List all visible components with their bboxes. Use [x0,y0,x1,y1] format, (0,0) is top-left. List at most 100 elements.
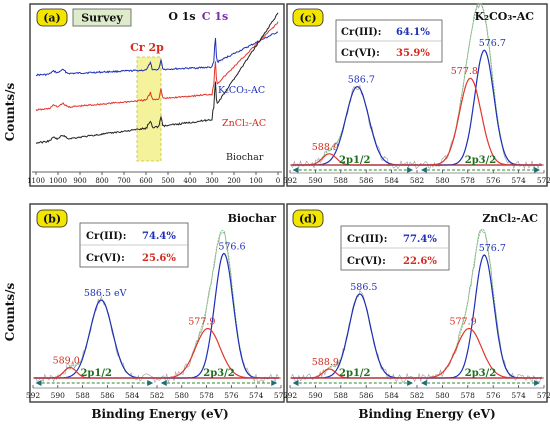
x-tick-label: 572 [537,176,550,185]
x-tick-label: 576 [486,391,501,400]
x-tick-label: 582 [410,391,425,400]
peak-label: 576.7 [479,243,506,254]
survey-x-tick-label: 600 [139,177,152,185]
x-tick-label: 580 [175,391,190,400]
x-tick-label: 582 [150,391,165,400]
x-tick-label: 582 [410,176,425,185]
x-tick-label: 586 [359,391,374,400]
x-tick-label: 574 [511,176,526,185]
panel-c-cr6-value: 35.9% [396,48,430,59]
x-tick-label: 592 [283,176,298,185]
x-tick-label: 590 [308,391,323,400]
survey-x-tick-label: 200 [227,177,240,185]
survey-x-tick-label: 800 [95,177,108,185]
peak-label: 577.9 [188,317,215,328]
doublet-label-2p32: 2p3/2 [465,155,497,166]
survey-x-tick-label: 400 [183,177,196,185]
panel-d-title: ZnCl₂-AC [482,212,538,225]
x-tick-label: 590 [51,391,66,400]
panel-d-cr3-label: Cr(III): [347,234,387,245]
panel-d-cr6-value: 22.6% [403,256,437,267]
panel-b-cr6-value: 25.6% [142,253,176,264]
x-tick-label: 584 [125,391,140,400]
x-tick-label: 576 [486,176,501,185]
x-tick-label: 578 [461,176,476,185]
panel-c-cr3-value: 64.1% [396,27,430,38]
panel-c-badge-label: (c) [299,12,316,25]
panel-d-badge-label: (d) [299,213,317,226]
survey-x-tick-label: 500 [161,177,174,185]
panel-d-zncl2: 586.5 588.9 576.7 577.9 2p1/2 2p3/2 592 590 588 5… [283,203,550,403]
peak-label: 588.9 [312,142,339,153]
panel-d-cr6-label: Cr(VI): [347,256,386,267]
doublet-label-2p32: 2p3/2 [203,368,235,379]
x-tick-label: 572 [537,391,550,400]
panel-b-cr3-label: Cr(III): [86,231,126,242]
peak-label: 577.8 [451,66,478,77]
legend-zncl2: ZnCl₂-AC [222,118,266,129]
x-tick-label: 588 [334,176,349,185]
panel-a-survey: 1100 1000 900 800 700 600 500 400 300 200 100 0 (a)… [27,3,285,187]
survey-title: Survey [81,12,123,25]
cr2p-label: Cr 2p [130,41,164,54]
doublet-label-2p12: 2p1/2 [339,155,371,166]
survey-line [36,31,279,77]
doublet-label-2p12: 2p1/2 [80,368,112,379]
legend-k2co3: K₂CO₃-AC [218,85,265,96]
x-tick-label: 584 [384,391,399,400]
panel-b-title: Biochar [228,212,277,225]
cr2p-highlight-region [136,56,162,162]
panel-b-badge [36,209,68,228]
x-axis-label-right: Binding Energy (eV) [358,407,495,421]
x-tick-label: 584 [384,176,399,185]
x-tick-label: 590 [308,176,323,185]
c1s-label: C 1s [202,10,228,23]
y-axis-label-bottom: Counts/s [3,283,17,342]
peak-label: 586.5 [350,282,377,293]
panel-c-title: K₂CO₃-AC [475,10,535,23]
x-tick-label: 588 [334,391,349,400]
x-tick-label: 578 [461,391,476,400]
x-tick-label: 586 [100,391,115,400]
peak-label: 586.5 eV [84,288,127,299]
panel-c-badge [292,8,324,27]
panel-c-k2co3: 586.7 588.9 576.7 577.8 2p1/2 2p3/2 592 590 588 5… [283,2,550,187]
panel-c-cr3-label: Cr(III): [341,27,381,38]
peak-label: 589.0 [53,356,80,367]
survey-x-tick-label: 900 [73,177,86,185]
x-tick-label: 586 [359,176,374,185]
x-tick-label: 592 [26,391,41,400]
x-tick-label: 572 [274,391,289,400]
survey-line [35,21,279,112]
survey-x-tick-label: 700 [117,177,130,185]
raw-spectrum [291,229,542,383]
survey-x-tick-label: 1000 [49,177,67,185]
x-axis-label-left: Binding Energy (eV) [91,407,228,421]
y-axis-label-top: Counts/s [3,83,17,142]
survey-x-tick-label: 100 [249,177,262,185]
x-tick-label: 574 [511,391,526,400]
panel-a-badge-label: (a) [43,12,61,25]
panel-b-badge-label: (b) [43,213,61,226]
x-tick-label: 580 [435,391,450,400]
peak-label: 586.7 [348,75,375,86]
peak-label: 576.6 [218,242,245,253]
x-tick-label: 592 [283,391,298,400]
survey-title-box [72,8,132,27]
x-tick-label: 574 [249,391,264,400]
x-tick-label: 588 [75,391,90,400]
peak-label: 588.9 [312,357,339,368]
x-tick-label: 576 [224,391,239,400]
survey-line [35,12,279,144]
x-tick-label: 578 [199,391,214,400]
panel-a-badge [36,8,68,27]
survey-x-tick-label: 300 [205,177,218,185]
x-tick-label: 580 [435,176,450,185]
panel-b-biochar: 586.5 eV 589.0 576.6 577.9 2p1/2 2p3/2 592 590 5… [26,203,289,403]
panel-b-cr3-value: 74.4% [142,231,176,242]
panel-c-cr6-label: Cr(VI): [341,48,380,59]
doublet-label-2p32: 2p3/2 [465,368,497,379]
legend-biochar: Biochar [226,152,264,163]
peak-label: 576.7 [479,38,506,49]
